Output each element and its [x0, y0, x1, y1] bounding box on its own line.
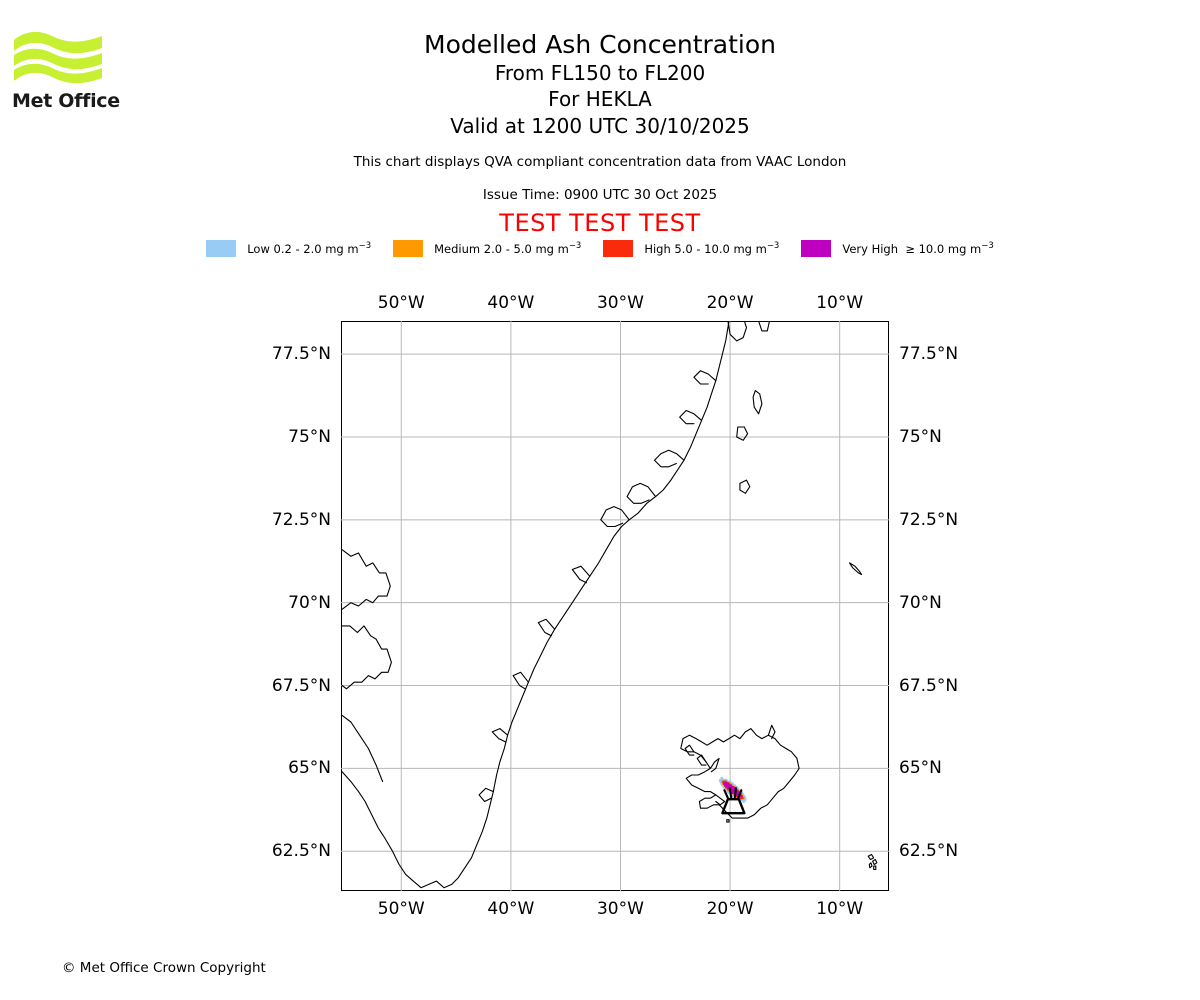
met-office-logo-text: Met Office	[12, 90, 120, 112]
test-banner: TEST TEST TEST	[499, 209, 701, 238]
flight-level-subtitle: From FL150 to FL200	[494, 60, 706, 85]
legend-high-swatch	[603, 240, 634, 257]
volcano-eruption-line-1	[728, 787, 733, 801]
greenland-island-1	[736, 426, 749, 441]
lon-tick-bottom-4: 10°W	[816, 899, 864, 919]
greenland-ne-inlet-4	[679, 409, 703, 425]
greenland-fjord-5	[571, 565, 591, 584]
qva-note: This chart displays QVA compliant concen…	[353, 154, 847, 171]
coastlines	[341, 321, 878, 889]
chart-title-block: Modelled Ash Concentration From FL150 to…	[0, 0, 1200, 237]
lat-tick-right-2: 67.5°N	[899, 675, 959, 696]
greenland-island-2	[739, 479, 751, 494]
lat-tick-right-1: 65°N	[899, 758, 942, 779]
greenland-fjord-2	[491, 728, 509, 743]
lon-tick-bottom-2: 30°W	[596, 899, 644, 919]
greenland-fjord-3	[512, 671, 529, 690]
legend-low-label: Low 0.2 - 2.0 mg m−3	[247, 241, 372, 256]
issue-time: Issue Time: 0900 UTC 30 Oct 2025	[482, 187, 718, 204]
iceland-outline	[680, 728, 800, 819]
legend-medium-label: Medium 2.0 - 5.0 mg m−3	[434, 241, 582, 256]
lat-tick-left-2: 67.5°N	[271, 675, 331, 696]
greenland-west-coast-3	[341, 714, 384, 783]
lat-tick-right-4: 72.5°N	[899, 509, 959, 530]
volcano-symbol	[721, 787, 746, 815]
iceland-bay-sw	[715, 794, 726, 806]
lat-tick-left-1: 65°N	[288, 758, 331, 779]
page-title: Modelled Ash Concentration	[424, 30, 776, 59]
iceland-fjord-3	[684, 744, 695, 756]
iceland-fjord-2	[696, 754, 707, 766]
greenland-ne-inlet-2	[626, 482, 657, 504]
lat-tick-left-5: 75°N	[288, 426, 331, 447]
greenland-west-coast-1	[341, 549, 391, 610]
legend-low-swatch	[206, 240, 237, 257]
map-frame	[341, 321, 889, 891]
volcano-eruption-line-3	[736, 789, 743, 801]
greenland-ne-inlet-5	[693, 370, 717, 385]
volcano-eruption-line-0	[723, 789, 730, 801]
faroe-island-1	[867, 853, 875, 861]
plume-band-very-high	[723, 782, 743, 798]
legend-high: High 5.0 - 10.0 mg m−3	[603, 240, 779, 257]
volcano-eruption-line-2	[733, 787, 737, 801]
vestmannaeyjar-island	[726, 819, 730, 823]
copyright-notice: © Met Office Crown Copyright	[62, 960, 266, 976]
iceland-peninsula-ne	[767, 724, 776, 740]
greenland-east-coast	[341, 321, 730, 889]
concentration-legend: Low 0.2 - 2.0 mg m−3 Medium 2.0 - 5.0 mg …	[0, 240, 1200, 257]
greenland-fjord-4	[537, 618, 556, 637]
greenland-ne-inlet-3	[653, 449, 685, 468]
lon-tick-bottom-3: 20°W	[706, 899, 754, 919]
iceland-fjord-1	[709, 757, 720, 773]
lon-tick-bottom-1: 40°W	[487, 899, 535, 919]
faroe-island-4	[868, 862, 873, 869]
lon-tick-top-0: 50°W	[377, 293, 425, 313]
lat-tick-left-6: 77.5°N	[271, 344, 331, 365]
lat-tick-left-4: 72.5°N	[271, 509, 331, 530]
volcano-subtitle: For HEKLA	[548, 87, 652, 112]
lat-tick-left-0: 62.5°N	[271, 841, 331, 862]
jan-mayen-island	[848, 562, 863, 576]
map-gridlines	[341, 321, 889, 891]
legend-very-high-label: Very High ≥ 10.0 mg m−3	[842, 241, 994, 256]
legend-high-label: High 5.0 - 10.0 mg m−3	[644, 241, 780, 256]
lon-tick-bottom-0: 50°W	[377, 899, 425, 919]
legend-medium-swatch	[393, 240, 424, 257]
lat-tick-right-3: 70°N	[899, 592, 942, 613]
greenland-fjord-1	[478, 787, 494, 803]
legend-very-high-swatch	[801, 240, 832, 257]
legend-low: Low 0.2 - 2.0 mg m−3	[206, 240, 371, 257]
legend-very-high: Very High ≥ 10.0 mg m−3	[801, 240, 994, 257]
legend-medium: Medium 2.0 - 5.0 mg m−3	[393, 240, 581, 257]
lat-tick-left-3: 70°N	[288, 592, 331, 613]
lat-tick-right-5: 75°N	[899, 426, 942, 447]
faroe-island-3	[873, 865, 877, 871]
map-canvas	[341, 321, 889, 891]
greenland-island-4	[727, 321, 748, 342]
greenland-west-coast-2	[341, 625, 392, 690]
greenland-island-3	[752, 390, 763, 415]
lon-tick-top-2: 30°W	[596, 293, 644, 313]
lon-tick-top-3: 20°W	[706, 293, 754, 313]
lon-tick-top-4: 10°W	[816, 293, 864, 313]
lat-tick-right-0: 62.5°N	[899, 841, 959, 862]
map-container: 50°W 50°W 40°W 40°W 30°W 30°W 20°W 20°W 10°W 10°W…	[272, 293, 958, 919]
greenland-island-5	[758, 321, 771, 332]
faroe-island-2	[872, 858, 878, 866]
greenland-ne-inlet-1	[600, 506, 630, 528]
valid-time-subtitle: Valid at 1200 UTC 30/10/2025	[450, 113, 750, 138]
met-office-logo: Met Office	[12, 28, 122, 112]
lon-tick-top-1: 40°W	[487, 293, 535, 313]
lat-tick-right-6: 77.5°N	[899, 344, 959, 365]
met-office-wave-icon	[14, 31, 102, 84]
